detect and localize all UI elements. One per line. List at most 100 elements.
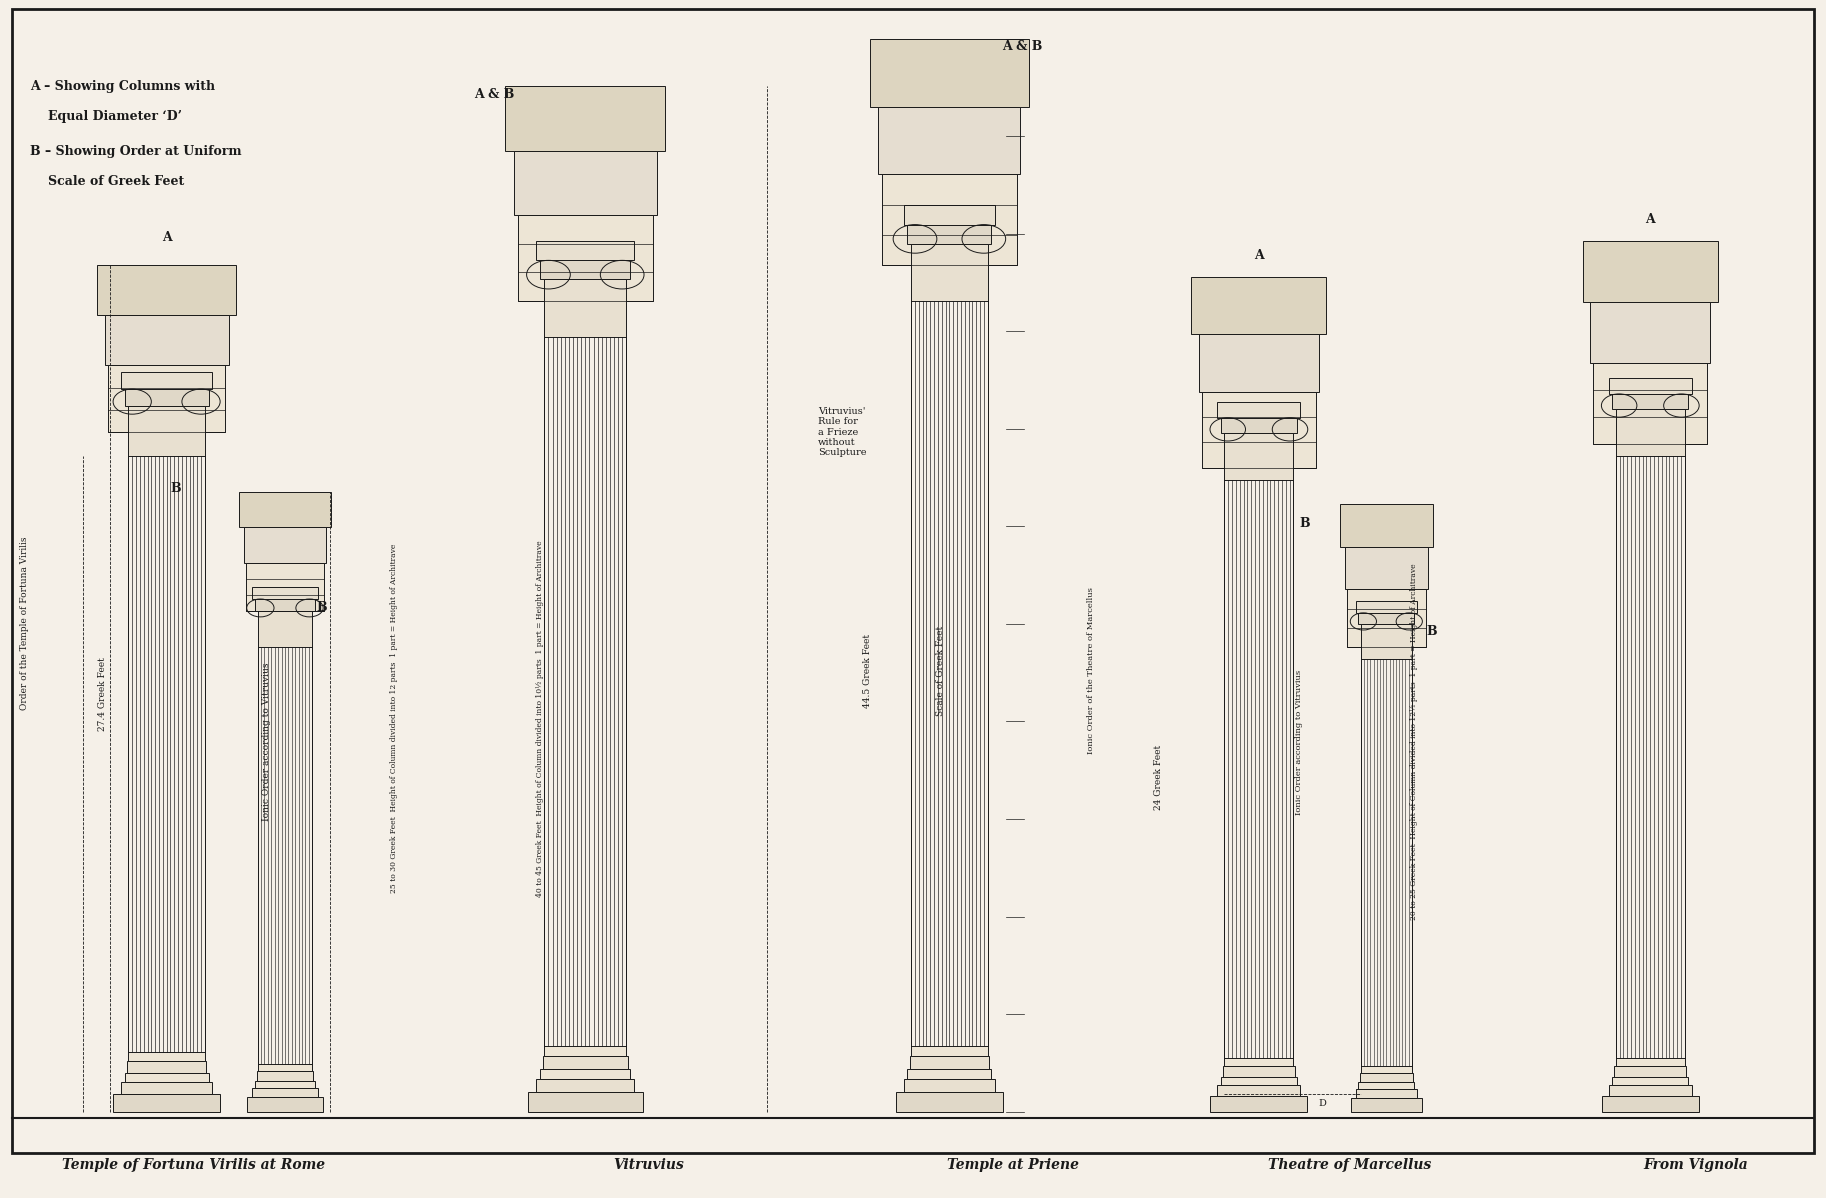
Bar <box>1609 379 1691 394</box>
Bar <box>878 107 1021 175</box>
Bar <box>1355 601 1417 613</box>
Bar <box>1359 613 1415 624</box>
Bar <box>1616 1058 1685 1066</box>
Bar <box>252 1088 318 1097</box>
Bar <box>1346 546 1428 589</box>
Text: A: A <box>1254 249 1264 262</box>
Text: 25 to 30 Greek Feet  Height of Column divided into 12 parts  1 part = Height of : 25 to 30 Greek Feet Height of Column div… <box>391 544 398 893</box>
Bar <box>1360 1066 1411 1073</box>
Text: Vitruvius: Vitruvius <box>614 1158 685 1173</box>
Bar <box>247 563 323 611</box>
Text: Order of the Temple of Fortuna Virilis: Order of the Temple of Fortuna Virilis <box>20 536 29 709</box>
Bar <box>540 260 630 279</box>
Bar <box>908 1069 992 1079</box>
Text: From Vignola: From Vignola <box>1643 1158 1747 1173</box>
Bar <box>1223 1058 1293 1066</box>
Bar <box>904 206 995 224</box>
Bar <box>1223 1066 1295 1077</box>
Bar <box>1218 1085 1300 1096</box>
Text: 24 Greek Feet: 24 Greek Feet <box>1154 745 1163 811</box>
Bar <box>124 1073 208 1082</box>
Bar <box>1218 403 1300 418</box>
Text: A: A <box>163 231 172 244</box>
Text: B: B <box>316 601 327 613</box>
Bar <box>108 365 225 432</box>
Text: B – Showing Order at Uniform: B – Showing Order at Uniform <box>29 145 241 158</box>
Text: A & B: A & B <box>475 89 515 101</box>
Bar <box>506 86 665 151</box>
Bar <box>904 1079 995 1093</box>
Bar <box>239 491 331 527</box>
Bar <box>256 1071 314 1081</box>
Bar <box>869 38 1028 107</box>
Bar <box>537 241 634 260</box>
Text: Ionic Order of the Theatre of Marcellus: Ionic Order of the Theatre of Marcellus <box>1088 587 1096 754</box>
Bar <box>1614 1066 1685 1077</box>
Bar <box>542 1055 628 1069</box>
Bar <box>256 599 314 611</box>
Text: A – Showing Columns with: A – Showing Columns with <box>29 80 215 92</box>
Bar <box>1360 1073 1413 1082</box>
Text: Temple at Priene: Temple at Priene <box>948 1158 1079 1173</box>
Text: A & B: A & B <box>1002 41 1043 54</box>
Bar <box>515 151 657 214</box>
Bar <box>1609 1085 1691 1096</box>
Bar <box>528 1093 643 1112</box>
Bar <box>882 175 1017 265</box>
Bar <box>113 1094 221 1112</box>
Bar <box>537 1079 634 1093</box>
Bar <box>128 1052 205 1061</box>
Text: B: B <box>1298 518 1309 531</box>
Bar <box>1191 277 1326 334</box>
Text: Temple of Fortuna Virilis at Rome: Temple of Fortuna Virilis at Rome <box>62 1158 325 1173</box>
Bar <box>909 1055 990 1069</box>
Bar <box>1594 363 1707 444</box>
Bar <box>124 389 208 406</box>
Text: 27.4 Greek Feet: 27.4 Greek Feet <box>99 658 108 731</box>
Bar <box>252 587 318 599</box>
Bar <box>1211 1096 1307 1112</box>
Text: B: B <box>1426 625 1437 637</box>
Bar <box>519 214 654 301</box>
Text: 40 to 45 Greek Feet  Height of Column divided into 10½ parts  1 part = Height of: 40 to 45 Greek Feet Height of Column div… <box>535 540 544 896</box>
Bar <box>1198 334 1318 392</box>
Bar <box>1340 503 1433 546</box>
Bar <box>1360 624 1411 659</box>
Bar <box>243 527 327 563</box>
Text: A: A <box>1645 213 1654 226</box>
Text: 20 to 25 Greek Feet  Height of Column divided into 12½ parts  1 part = Height of: 20 to 25 Greek Feet Height of Column div… <box>1410 564 1417 920</box>
Bar <box>1590 302 1711 363</box>
Bar <box>257 1064 312 1071</box>
Bar <box>1222 418 1296 434</box>
Bar <box>104 315 228 365</box>
Bar <box>1583 241 1718 302</box>
Bar <box>897 1093 1002 1112</box>
Bar <box>257 611 312 647</box>
Bar <box>97 265 236 315</box>
Bar <box>1223 434 1293 479</box>
Bar <box>126 1061 206 1073</box>
Text: B: B <box>170 482 181 495</box>
Bar <box>544 1046 626 1055</box>
Text: Equal Diameter ‘D’: Equal Diameter ‘D’ <box>47 109 183 122</box>
Bar <box>1348 589 1426 647</box>
Text: Theatre of Marcellus: Theatre of Marcellus <box>1269 1158 1432 1173</box>
Bar <box>911 243 988 301</box>
Bar <box>121 373 212 389</box>
Bar <box>121 1082 212 1094</box>
Text: Vitruvius'
Rule for
a Frieze
without
Sculpture: Vitruvius' Rule for a Frieze without Scu… <box>818 407 867 458</box>
Text: Ionic Order according to Vitruvius: Ionic Order according to Vitruvius <box>263 662 272 822</box>
Text: D: D <box>1318 1099 1326 1108</box>
Bar <box>256 1081 314 1088</box>
Text: Ionic Order according to Vitruvius: Ionic Order according to Vitruvius <box>1295 670 1304 815</box>
Text: Scale of Greek Feet: Scale of Greek Feet <box>47 175 184 188</box>
Bar <box>1351 1099 1422 1112</box>
Bar <box>540 1069 630 1079</box>
Bar <box>908 224 992 243</box>
Bar <box>1359 1082 1415 1089</box>
Bar <box>1612 394 1689 410</box>
Text: Scale of Greek Feet: Scale of Greek Feet <box>935 625 944 715</box>
Bar <box>544 279 626 337</box>
Bar <box>1222 1077 1296 1085</box>
Text: 44.5 Greek Feet: 44.5 Greek Feet <box>864 634 873 708</box>
